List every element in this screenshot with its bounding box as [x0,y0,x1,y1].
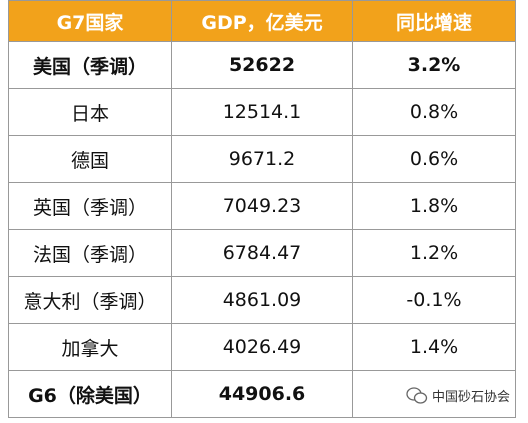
table-cell: 6784.47 [171,229,353,277]
table-cell: 4026.49 [171,323,353,371]
table-cell: 7049.23 [171,182,353,230]
wechat-icon [406,386,428,404]
table-row: 日本 12514.1 0.8% [8,88,516,136]
table-cell: 52622 [171,41,353,89]
header-cell: GDP，亿美元 [171,0,353,42]
table-row: G6（除美国） 44906.6 [8,370,516,418]
table-cell: 4861.09 [171,276,353,324]
table-cell: 日本 [8,88,172,136]
table-cell: 9671.2 [171,135,353,183]
watermark: 中国砂石协会 [405,386,510,405]
header-row: G7国家 GDP，亿美元 同比增速 [8,0,516,42]
table-cell: 1.2% [352,229,516,277]
watermark-text: 中国砂石协会 [431,390,510,405]
table-cell: 德国 [8,135,172,183]
table-body: 美国（季调） 52622 3.2% 日本 12514.1 0.8% 德国 9671.2 0.6%… [8,41,516,418]
table-row: 德国 9671.2 0.6% [8,135,516,183]
header-cell: G7国家 [8,0,172,42]
table-cell: 英国（季调） [8,182,172,230]
table-row: 加拿大 4026.49 1.4% [8,323,516,371]
table-cell: 3.2% [352,41,516,89]
table-row: 意大利（季调） 4861.09 -0.1% [8,276,516,324]
table-row: 法国（季调） 6784.47 1.2% [8,229,516,277]
table-row: 英国（季调） 7049.23 1.8% [8,182,516,230]
table-cell: 0.8% [352,88,516,136]
table-cell: 美国（季调） [8,41,172,89]
table-cell: 1.4% [352,323,516,371]
table-cell: G6（除美国） [8,370,172,418]
table-cell: -0.1% [352,276,516,324]
table-cell: 44906.6 [171,370,353,418]
table-cell: 0.6% [352,135,516,183]
table-row: 美国（季调） 52622 3.2% [8,41,516,89]
table-cell: 12514.1 [171,88,353,136]
table-cell: 加拿大 [8,323,172,371]
table-cell: 法国（季调） [8,229,172,277]
gdp-table: G7国家 GDP，亿美元 同比增速 美国（季调） 52622 3.2% 日本 12514.1… [8,0,516,418]
table-cell: 1.8% [352,182,516,230]
header-cell: 同比增速 [352,0,516,42]
table-cell: 意大利（季调） [8,276,172,324]
